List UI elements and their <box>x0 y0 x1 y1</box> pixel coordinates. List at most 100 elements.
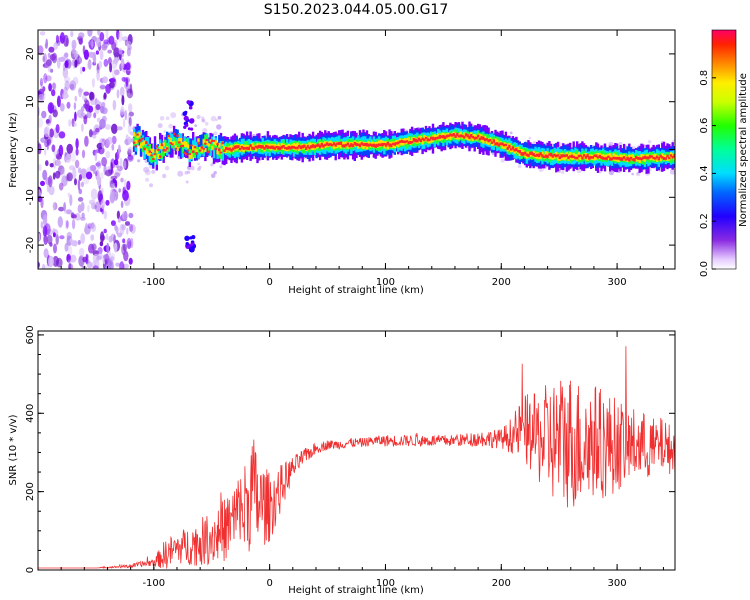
noise-speckle <box>83 115 88 125</box>
ridge-cell <box>320 143 323 147</box>
noise-speckle <box>71 39 77 50</box>
ridge-cell <box>661 156 664 159</box>
noise-speckle <box>78 32 85 39</box>
noise-speckle <box>91 130 97 136</box>
noise-speckle <box>90 98 97 106</box>
ridge-cell <box>445 134 449 138</box>
ridge-cell <box>188 153 191 155</box>
ridge-cell <box>251 142 254 150</box>
noise-speckle <box>53 150 59 156</box>
ridge-cell <box>155 145 158 148</box>
ridge-cell <box>139 143 143 149</box>
ridge-cell <box>343 144 346 148</box>
noise-speckle <box>114 168 122 177</box>
noise-speckle <box>52 82 56 90</box>
noise-speckle <box>42 92 46 100</box>
ridge-cell <box>454 134 457 138</box>
ridge-cell <box>226 147 230 151</box>
ridge-cell <box>160 144 164 147</box>
noise-speckle <box>65 220 69 229</box>
noise-speckle <box>96 160 102 169</box>
ridge-cell <box>548 153 551 156</box>
ridge-cell <box>169 142 172 145</box>
ridge-cell <box>551 154 555 158</box>
noise-speckle <box>124 178 127 189</box>
ridge-cell <box>141 142 145 146</box>
noise-speckle <box>111 135 117 145</box>
ridge-cell <box>133 141 136 144</box>
ridge-cell <box>442 135 445 139</box>
ridge-cell <box>251 146 254 150</box>
noise-speckle <box>70 151 76 163</box>
ridge-cell <box>172 132 176 136</box>
ridge-cell <box>344 143 348 147</box>
noise-speckle <box>109 178 112 189</box>
side-feature-1 <box>185 242 189 246</box>
snr-plot-area <box>38 346 675 569</box>
spectrogram-ytick-label: 0 <box>25 146 36 152</box>
ridge-cell <box>622 156 626 159</box>
ridge-cell <box>138 132 141 137</box>
ridge-cell <box>139 139 143 148</box>
snr-ticks: -100 0 100 200 300 0 200 400 600 <box>25 325 675 589</box>
ridge-cell <box>506 146 509 150</box>
noise-speckle <box>120 200 124 209</box>
noise-speckle <box>118 188 121 193</box>
noise-speckle <box>55 233 59 246</box>
noise-speckle <box>96 255 102 261</box>
ridge-cell <box>556 153 560 161</box>
noise-speckle <box>124 109 128 121</box>
noise-speckle <box>49 53 57 61</box>
ridge-cell <box>402 140 405 143</box>
noise-speckle <box>109 80 115 91</box>
ridge-cell <box>197 147 200 153</box>
ridge-cell <box>268 146 271 149</box>
noise-speckle <box>49 242 53 247</box>
ridge-cell <box>308 146 311 150</box>
ridge-halo-point <box>561 170 565 175</box>
ridge-halo-point <box>213 171 217 175</box>
ridge-cell <box>166 147 169 150</box>
noise-speckle <box>103 58 109 67</box>
ridge-cell <box>513 148 516 152</box>
ridge-cell <box>237 145 240 149</box>
noise-speckle <box>86 261 93 269</box>
ridge-cell <box>579 154 582 160</box>
ridge-cell <box>664 154 667 160</box>
ridge-cell <box>518 150 521 154</box>
noise-speckle <box>59 32 65 44</box>
noise-speckle <box>41 264 46 269</box>
noise-speckle <box>96 176 102 187</box>
ridge-cell <box>499 142 502 146</box>
noise-speckle <box>77 240 81 245</box>
noise-speckle <box>83 91 90 96</box>
noise-speckle <box>48 114 52 124</box>
ridge-cell <box>199 146 202 152</box>
ridge-cell <box>374 144 377 148</box>
noise-speckle <box>130 237 134 249</box>
ridge-cell <box>400 140 403 146</box>
ridge-cell <box>525 153 528 157</box>
noise-speckle <box>117 165 123 172</box>
noise-speckle <box>119 261 125 269</box>
ridge-cell <box>365 143 369 147</box>
noise-speckle <box>100 199 106 210</box>
ridge-cell <box>534 154 537 157</box>
ridge-cell <box>291 145 294 149</box>
noise-speckle <box>90 223 97 233</box>
ridge-cell <box>539 152 542 156</box>
ridge-cell <box>136 138 139 146</box>
ridge-cell <box>171 143 174 146</box>
ridge-cell <box>473 134 476 140</box>
snr-panel: -100 0 100 200 300 0 200 400 600 Height of strai… <box>8 325 676 596</box>
noise-speckle <box>61 175 68 187</box>
ridge-cell <box>249 144 252 148</box>
ridge-cell <box>308 142 311 149</box>
noise-speckle <box>60 168 66 181</box>
ridge-cell <box>549 152 553 157</box>
noise-speckle <box>127 241 132 249</box>
ridge-cell <box>666 154 669 158</box>
noise-speckle <box>53 243 57 254</box>
ridge-halo-point <box>204 121 209 126</box>
ridge-cell <box>426 138 429 142</box>
